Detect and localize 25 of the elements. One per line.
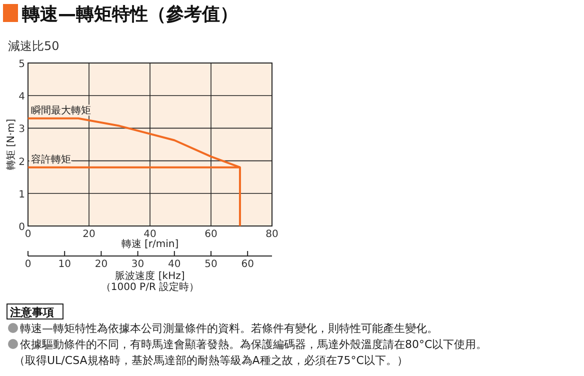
x2-tick-label: 60	[241, 259, 254, 270]
x-tick-label: 80	[266, 229, 278, 240]
x2-tick-label: 20	[94, 259, 108, 270]
x-tick-label: 40	[144, 229, 156, 240]
y-tick-label: 1	[18, 189, 25, 200]
y-axis-title: 轉矩 [N·m]	[5, 118, 17, 170]
text: 轉速—轉矩特性為依據本公司測量條件的資料。若條件有變化，則特性可能產生變化。	[20, 322, 438, 335]
x2-tick-label: 30	[131, 259, 144, 270]
x-tick-label: 20	[82, 229, 96, 240]
x-axis-title: 轉速 [r/min]	[121, 238, 179, 250]
x2-tick-label: 40	[168, 259, 181, 270]
text: 依據驅動條件的不同，有時馬達會顯著發熱。為保護編碼器，馬達外殼溫度請在80°C以下使用。	[20, 338, 488, 351]
x2-tick-label: 50	[204, 259, 218, 270]
x2-axis-title: 脈波速度 [kHz] （1000 P/R 設定時）	[100, 270, 200, 293]
text: 注意事項	[9, 306, 54, 319]
chart-title: 轉速—轉矩特性（參考值）	[21, 4, 238, 25]
y-tick-label: 4	[18, 92, 25, 103]
y-tick-label: 5	[18, 59, 25, 70]
text: （取得UL/CSA規格時，基於馬達部的耐熱等級為A種之故，必須在75°C以下。）	[14, 354, 408, 367]
x-tick-label: 60	[204, 229, 218, 240]
chart-subtitle: 減速比50	[8, 39, 60, 53]
y-tick-label: 2	[18, 156, 25, 168]
y-tick-label: 0	[18, 222, 25, 233]
y-tick-label: 3	[18, 124, 25, 136]
x2-tick-label: 10	[58, 259, 71, 270]
